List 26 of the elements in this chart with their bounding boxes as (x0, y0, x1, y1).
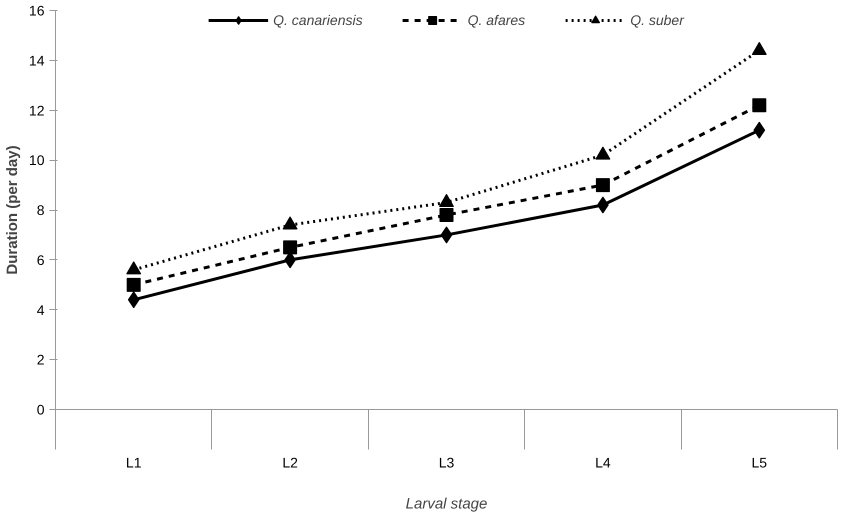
x-tick-label: L3 (438, 454, 454, 470)
y-tick-label: 10 (28, 152, 45, 168)
y-tick-label: 16 (28, 2, 45, 18)
y-tick-label: 14 (28, 52, 45, 68)
point (128, 291, 140, 308)
y-tick-label: 8 (36, 202, 45, 218)
point (752, 98, 766, 112)
y-tick-label: 2 (36, 352, 45, 368)
point (126, 278, 141, 292)
y-tick-label: 4 (36, 302, 45, 318)
legend-label: Q. afares (468, 12, 526, 28)
x-tick-label: L2 (282, 454, 298, 470)
y-tick-label: 0 (36, 402, 45, 418)
x-axis-title: Larval stage (406, 496, 488, 512)
point (440, 208, 454, 222)
y-axis-title: Duration (per day) (4, 145, 21, 275)
y-tick-label: 6 (36, 252, 45, 268)
y-tick-label: 12 (28, 102, 45, 118)
x-tick-label: L1 (126, 454, 142, 470)
legend-label: Q. suber (630, 12, 684, 28)
x-tick-label: L5 (752, 454, 768, 470)
point (283, 240, 298, 254)
point (753, 122, 766, 139)
legend-label: Q. canariensis (273, 12, 363, 28)
x-tick-label: L4 (595, 454, 611, 470)
point (596, 178, 610, 192)
